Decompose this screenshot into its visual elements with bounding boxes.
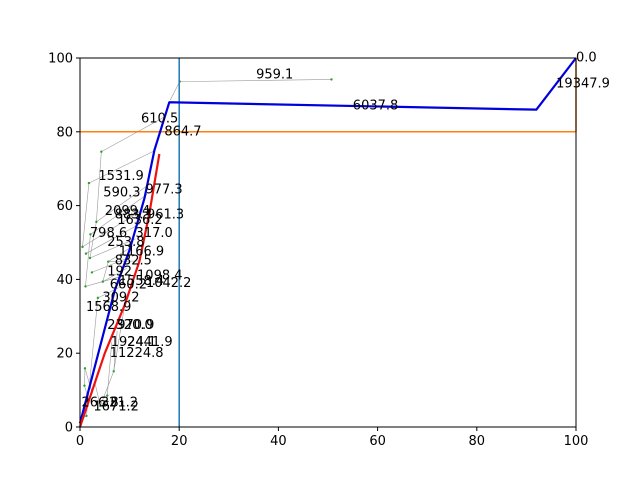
- point-label: 19347.9: [556, 77, 610, 92]
- tree-node: [112, 370, 115, 373]
- tree-edge: [82, 183, 90, 247]
- y-tick-label: 20: [56, 347, 73, 362]
- tree-node: [99, 404, 102, 408]
- x-tick-label: 40: [270, 434, 287, 449]
- plot-frame: [79, 57, 577, 428]
- point-label: 317.0: [136, 226, 173, 241]
- point-label: 1166.9: [119, 244, 165, 259]
- point-label: 864.7: [164, 124, 201, 139]
- point-label: 977.3: [145, 182, 182, 197]
- tree-node: [83, 367, 87, 370]
- tree-node: [84, 252, 88, 255]
- point-label: 321.2: [101, 396, 138, 411]
- axes: 0 20 40 60 80 100 0 20 40 60 80 100: [48, 52, 588, 450]
- tree-edge: [88, 149, 156, 184]
- y-tick-label: 60: [56, 199, 73, 214]
- tree-node: [330, 78, 333, 81]
- tree-edge: [89, 238, 136, 259]
- tree-node: [106, 394, 109, 397]
- point-label: 266.8: [81, 396, 118, 411]
- point-label: 11224.8: [110, 346, 164, 361]
- y-tick-label: 80: [56, 125, 73, 140]
- point-label: 1671.2: [93, 399, 139, 414]
- point-label: 832.5: [115, 254, 152, 269]
- tree-node: [87, 181, 91, 185]
- tree-node: [84, 285, 87, 288]
- point-label: 798.6: [90, 226, 127, 241]
- tree-node: [96, 296, 100, 300]
- series-line-2: [78, 153, 161, 428]
- tree-edge: [96, 183, 151, 223]
- tree-edge: [84, 368, 93, 394]
- point-label: 253.8: [107, 235, 144, 250]
- tree-edge: [86, 297, 99, 416]
- tree-node: [88, 256, 92, 260]
- tree-edge: [108, 245, 133, 262]
- point-label: 590.3: [103, 185, 140, 200]
- tree-edge: [101, 116, 165, 152]
- tree-edge: [96, 151, 102, 222]
- point-label: 1042.2: [146, 276, 192, 291]
- point-label: 1636.2: [117, 213, 163, 228]
- point-label: 1568.9: [86, 300, 131, 315]
- point-label: 1098.4: [137, 268, 183, 283]
- tree-edge: [85, 223, 140, 254]
- tree-edge: [94, 382, 101, 407]
- tree-node: [81, 245, 84, 249]
- point-label: 2320.0: [107, 318, 153, 333]
- point-label: 309.2: [102, 291, 139, 306]
- tree-nodes: [81, 78, 333, 418]
- x-tick-label: 20: [171, 434, 188, 449]
- tree-edge: [100, 371, 115, 407]
- tree-edge: [170, 81, 180, 101]
- point-label: 961.3: [147, 208, 184, 223]
- tree-node: [107, 260, 110, 263]
- tree-edge: [97, 286, 121, 299]
- tree-edge: [102, 261, 109, 282]
- point-label: 1924.1: [111, 335, 157, 350]
- y-tick-label: 0: [65, 421, 73, 436]
- tree-node: [100, 150, 103, 153]
- tree-edge: [85, 275, 124, 287]
- point-label: 1558.4: [119, 274, 165, 289]
- tree-node: [90, 271, 94, 274]
- tree-edge: [113, 331, 118, 372]
- point-label: 970.9: [117, 318, 154, 333]
- point-label: 0.0: [576, 51, 597, 66]
- x-tick-label: 60: [369, 434, 386, 449]
- point-label: 660.2: [110, 278, 147, 293]
- point-label: 610.5: [141, 112, 178, 127]
- point-label: 2441.9: [127, 335, 172, 350]
- tree-node: [83, 384, 86, 387]
- point-label: 192: [107, 265, 132, 280]
- tree-edge: [179, 79, 332, 82]
- tree-node: [85, 414, 88, 418]
- x-tick-label: 80: [469, 434, 486, 449]
- tree-edge: [82, 209, 144, 248]
- point-label: 2099.4: [105, 204, 151, 219]
- x-tick-label: 0: [76, 434, 84, 449]
- tree-edge: [108, 260, 140, 262]
- series-line-1: [78, 57, 577, 424]
- point-label: 959.1: [256, 67, 293, 82]
- y-tick-label: 40: [56, 273, 73, 288]
- point-label: 1531.9: [98, 169, 143, 184]
- tree-edge: [85, 234, 91, 287]
- tree-edge: [89, 221, 97, 259]
- x-tick-label: 100: [564, 434, 589, 449]
- point-label: 883.3: [115, 208, 152, 223]
- point-label: 6037.8: [353, 99, 399, 114]
- tree-node: [101, 280, 105, 283]
- tree-edge: [113, 305, 125, 372]
- series-lines: [78, 57, 577, 428]
- tree-edge: [91, 256, 130, 273]
- tree-node: [95, 220, 98, 224]
- tree-edge: [90, 194, 148, 235]
- tree-node: [89, 233, 92, 236]
- y-tick-label: 100: [48, 52, 73, 67]
